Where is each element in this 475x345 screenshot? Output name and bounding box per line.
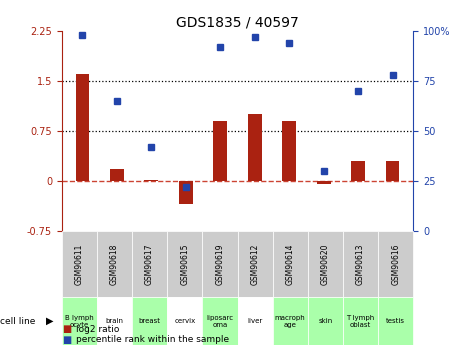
- Text: GSM90616: GSM90616: [391, 243, 400, 285]
- Bar: [202, 231, 238, 297]
- Bar: [273, 297, 308, 345]
- Bar: [97, 231, 132, 297]
- Text: ■: ■: [62, 325, 71, 334]
- Text: GSM90618: GSM90618: [110, 243, 119, 285]
- Bar: [378, 231, 413, 297]
- Text: GSM90614: GSM90614: [286, 243, 294, 285]
- Bar: [308, 297, 343, 345]
- Bar: [132, 297, 167, 345]
- Bar: [308, 231, 343, 297]
- Text: testis: testis: [386, 318, 405, 324]
- Text: ■: ■: [62, 335, 71, 345]
- Text: GSM90620: GSM90620: [321, 243, 330, 285]
- Bar: [273, 231, 308, 297]
- Bar: [282, 121, 296, 181]
- Text: GSM90615: GSM90615: [180, 243, 189, 285]
- Text: breast: breast: [139, 318, 161, 324]
- Bar: [62, 231, 97, 297]
- Text: percentile rank within the sample: percentile rank within the sample: [76, 335, 229, 344]
- Bar: [132, 231, 167, 297]
- Text: T lymph
oblast: T lymph oblast: [346, 315, 375, 327]
- Bar: [351, 161, 365, 181]
- Bar: [238, 231, 273, 297]
- Bar: [144, 179, 158, 181]
- Text: GSM90617: GSM90617: [145, 243, 154, 285]
- Text: GSM90611: GSM90611: [75, 243, 84, 285]
- Text: skin: skin: [318, 318, 332, 324]
- Bar: [97, 297, 132, 345]
- Bar: [248, 114, 262, 181]
- Text: GSM90612: GSM90612: [251, 243, 259, 285]
- Bar: [213, 121, 227, 181]
- Text: cell line: cell line: [0, 316, 36, 326]
- Title: GDS1835 / 40597: GDS1835 / 40597: [176, 16, 299, 30]
- Bar: [110, 169, 124, 181]
- Text: B lymph
ocyte: B lymph ocyte: [65, 315, 94, 327]
- Text: liposarc
oma: liposarc oma: [206, 315, 234, 327]
- Text: GSM90613: GSM90613: [356, 243, 365, 285]
- Bar: [238, 297, 273, 345]
- Bar: [317, 181, 331, 184]
- Text: GSM90619: GSM90619: [216, 243, 224, 285]
- Bar: [167, 231, 202, 297]
- Text: liver: liver: [247, 318, 263, 324]
- Bar: [386, 161, 399, 181]
- Text: macroph
age: macroph age: [275, 315, 305, 327]
- Bar: [202, 297, 238, 345]
- Bar: [76, 74, 89, 181]
- Bar: [378, 297, 413, 345]
- Text: cervix: cervix: [174, 318, 195, 324]
- Text: brain: brain: [105, 318, 124, 324]
- Text: ▶: ▶: [46, 316, 53, 326]
- Bar: [179, 181, 193, 204]
- Bar: [167, 297, 202, 345]
- Bar: [62, 297, 97, 345]
- Text: log2 ratio: log2 ratio: [76, 325, 119, 334]
- Bar: [343, 297, 378, 345]
- Bar: [343, 231, 378, 297]
